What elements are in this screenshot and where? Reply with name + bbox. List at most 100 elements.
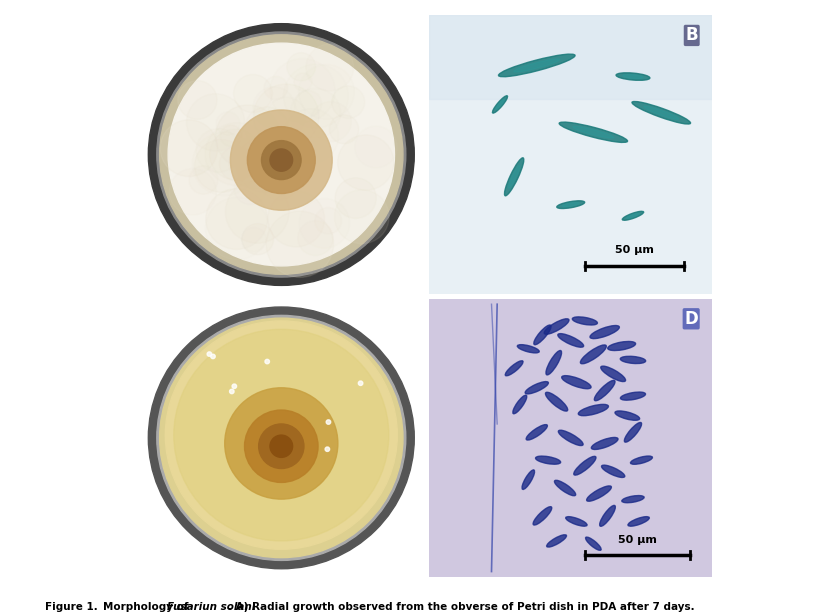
Circle shape bbox=[298, 64, 354, 119]
Ellipse shape bbox=[623, 75, 643, 78]
Ellipse shape bbox=[546, 392, 567, 411]
Circle shape bbox=[220, 125, 242, 146]
Circle shape bbox=[157, 32, 406, 277]
Text: Figure 1.: Figure 1. bbox=[45, 602, 98, 611]
Ellipse shape bbox=[544, 319, 569, 334]
Ellipse shape bbox=[600, 506, 615, 526]
Circle shape bbox=[159, 35, 403, 274]
Ellipse shape bbox=[632, 102, 690, 124]
Ellipse shape bbox=[590, 326, 620, 338]
Circle shape bbox=[270, 435, 293, 457]
Ellipse shape bbox=[624, 422, 641, 442]
Ellipse shape bbox=[631, 456, 652, 465]
Circle shape bbox=[211, 354, 215, 359]
Circle shape bbox=[325, 447, 329, 452]
Ellipse shape bbox=[607, 341, 636, 351]
Circle shape bbox=[334, 190, 389, 244]
Ellipse shape bbox=[534, 325, 551, 345]
Circle shape bbox=[178, 81, 217, 119]
Circle shape bbox=[284, 64, 348, 128]
Circle shape bbox=[359, 381, 363, 386]
Circle shape bbox=[332, 86, 365, 118]
Circle shape bbox=[298, 221, 333, 255]
Ellipse shape bbox=[572, 317, 598, 325]
Circle shape bbox=[196, 129, 241, 172]
Circle shape bbox=[335, 178, 376, 218]
Circle shape bbox=[267, 191, 324, 247]
Circle shape bbox=[220, 146, 254, 181]
Ellipse shape bbox=[559, 430, 583, 446]
Circle shape bbox=[207, 352, 211, 356]
Circle shape bbox=[225, 181, 289, 243]
Circle shape bbox=[148, 307, 415, 569]
Ellipse shape bbox=[546, 535, 567, 547]
Circle shape bbox=[326, 420, 331, 424]
Circle shape bbox=[266, 211, 333, 277]
Ellipse shape bbox=[559, 122, 628, 143]
Text: Fusariun solani: Fusariun solani bbox=[167, 602, 256, 611]
Circle shape bbox=[234, 173, 267, 204]
Circle shape bbox=[263, 154, 285, 176]
Circle shape bbox=[206, 197, 269, 259]
Circle shape bbox=[259, 159, 300, 200]
Ellipse shape bbox=[536, 456, 561, 465]
Ellipse shape bbox=[554, 480, 576, 496]
Ellipse shape bbox=[620, 356, 646, 364]
Ellipse shape bbox=[533, 507, 552, 525]
Circle shape bbox=[255, 152, 276, 171]
Ellipse shape bbox=[622, 211, 644, 220]
Ellipse shape bbox=[495, 99, 505, 110]
Text: D: D bbox=[685, 310, 698, 328]
Circle shape bbox=[242, 223, 273, 255]
Ellipse shape bbox=[546, 351, 562, 375]
Ellipse shape bbox=[616, 73, 650, 80]
Ellipse shape bbox=[508, 165, 520, 188]
Circle shape bbox=[241, 228, 266, 252]
Ellipse shape bbox=[573, 126, 614, 138]
Ellipse shape bbox=[505, 158, 524, 196]
Ellipse shape bbox=[498, 54, 575, 76]
Circle shape bbox=[294, 73, 312, 91]
Circle shape bbox=[270, 59, 335, 122]
Ellipse shape bbox=[557, 201, 585, 209]
Circle shape bbox=[233, 75, 272, 113]
Circle shape bbox=[295, 91, 322, 117]
Circle shape bbox=[311, 102, 351, 141]
Ellipse shape bbox=[558, 334, 584, 347]
Circle shape bbox=[265, 359, 269, 364]
Text: 50 μm: 50 μm bbox=[615, 245, 654, 255]
Text: 50 μm: 50 μm bbox=[618, 535, 657, 545]
Circle shape bbox=[206, 188, 267, 249]
Circle shape bbox=[254, 84, 319, 149]
Ellipse shape bbox=[514, 59, 559, 72]
Ellipse shape bbox=[505, 360, 523, 376]
Ellipse shape bbox=[566, 517, 587, 526]
Ellipse shape bbox=[585, 537, 601, 550]
Ellipse shape bbox=[513, 395, 527, 414]
Circle shape bbox=[253, 87, 295, 128]
Text: A: A bbox=[396, 26, 409, 45]
Circle shape bbox=[329, 115, 359, 144]
Circle shape bbox=[299, 198, 350, 248]
Ellipse shape bbox=[587, 486, 611, 501]
Bar bbox=[429, 15, 712, 99]
Ellipse shape bbox=[517, 345, 539, 353]
Text: B: B bbox=[685, 26, 698, 45]
Circle shape bbox=[228, 136, 282, 189]
Circle shape bbox=[245, 107, 289, 150]
Text: Morphology of: Morphology of bbox=[103, 602, 193, 611]
Ellipse shape bbox=[580, 345, 606, 364]
Ellipse shape bbox=[563, 203, 579, 207]
Circle shape bbox=[259, 424, 304, 469]
Circle shape bbox=[193, 132, 257, 196]
Circle shape bbox=[262, 141, 301, 179]
Circle shape bbox=[267, 97, 306, 135]
Circle shape bbox=[169, 168, 216, 215]
Ellipse shape bbox=[620, 392, 646, 400]
Circle shape bbox=[337, 135, 394, 190]
Ellipse shape bbox=[628, 517, 650, 526]
Ellipse shape bbox=[578, 405, 608, 416]
Circle shape bbox=[245, 410, 318, 482]
Circle shape bbox=[290, 88, 341, 138]
Circle shape bbox=[157, 315, 406, 561]
